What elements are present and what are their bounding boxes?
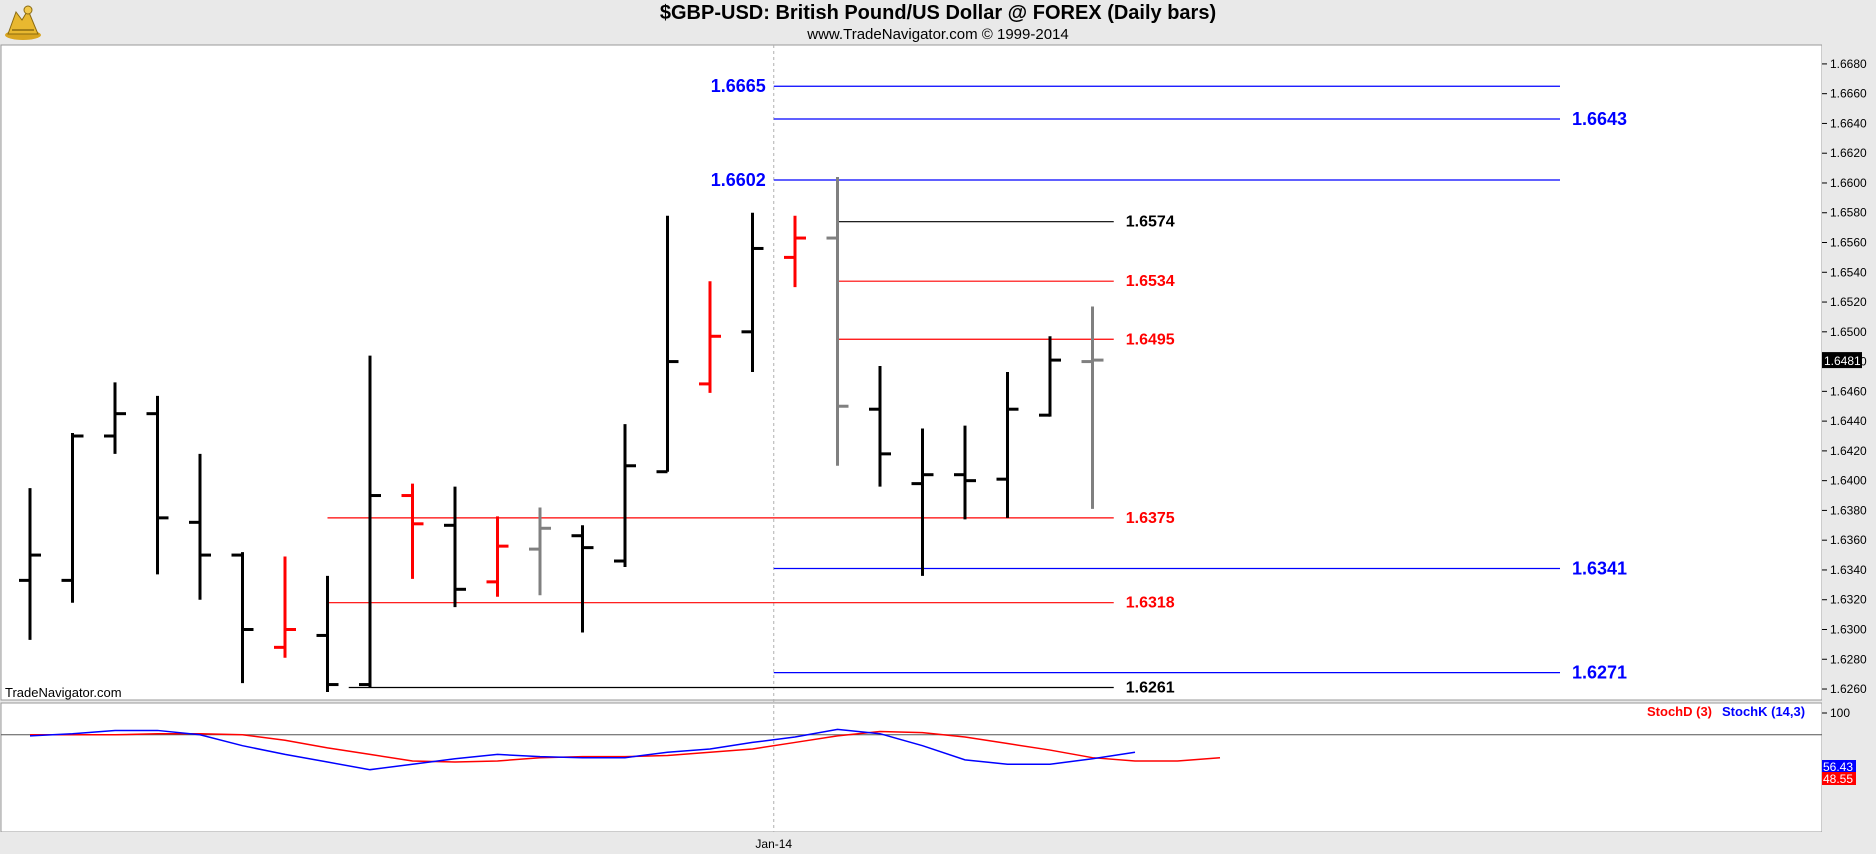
price-tick-label: 1.6420: [1830, 444, 1867, 458]
level-label: 1.6534: [1126, 273, 1175, 290]
ohlc-bar: [444, 486, 466, 608]
y-axis-area: [1822, 44, 1876, 832]
ohlc-bar: [954, 425, 976, 520]
ohlc-bar: [656, 215, 679, 474]
price-tick-label: 1.6680: [1830, 57, 1867, 71]
stoch-panel: [0, 702, 1823, 833]
ohlc-bar: [401, 483, 424, 579]
price-tick-label: 1.6560: [1830, 236, 1867, 250]
stoch-tick-label: 100: [1830, 706, 1850, 720]
ohlc-bar: [614, 424, 636, 567]
ohlc-bar: [1081, 306, 1104, 509]
ohlc-bar: [316, 575, 339, 692]
price-tick-label: 1.6440: [1830, 414, 1867, 428]
stoch-last-value-box: [1822, 760, 1856, 773]
ohlc-bar: [104, 382, 126, 454]
price-tick-label: 1.6320: [1830, 593, 1867, 607]
price-tick-label: 1.6500: [1830, 325, 1867, 339]
price-tick-label: 1.6540: [1830, 265, 1867, 279]
chart-header: $GBP-USD: British Pound/US Dollar @ FORE…: [0, 0, 1876, 44]
last-price-value: 1.6481: [1824, 354, 1861, 368]
ohlc-bar: [146, 395, 169, 575]
stoch-last-value-box: [1822, 772, 1856, 785]
price-tick-label: 1.6360: [1830, 533, 1867, 547]
price-tick-label: 1.6260: [1830, 682, 1867, 696]
ohlc-bar: [19, 488, 41, 640]
stoch-series-line: [30, 730, 1221, 763]
chart-subtitle: www.TradeNavigator.com © 1999-2014: [807, 26, 1069, 43]
ohlc-bar: [741, 212, 764, 372]
ohlc-bar: [529, 507, 551, 596]
price-tick-label: 1.6660: [1830, 87, 1867, 101]
ohlc-bar: [61, 433, 84, 603]
price-tick-label: 1.6340: [1830, 563, 1867, 577]
stoch-last-value: 48.55: [1823, 772, 1853, 786]
stoch-series-line: [29, 728, 1136, 771]
price-tick-label: 1.6640: [1830, 116, 1867, 130]
ohlc-bar: [784, 215, 806, 288]
trade-navigator-logo-icon: [5, 5, 41, 40]
price-panel: [0, 44, 1823, 701]
price-tick-label: 1.6380: [1830, 503, 1867, 517]
price-tick-label: 1.6580: [1830, 206, 1867, 220]
price-tick-label: 1.6620: [1830, 146, 1867, 160]
price-tick-label: 1.6600: [1830, 176, 1867, 190]
ohlc-bar: [1039, 336, 1061, 417]
ohlc-bar: [699, 281, 721, 393]
ohlc-bar: [359, 355, 381, 688]
ohlc-bars: [19, 177, 1104, 692]
last-price-box: [1822, 352, 1862, 369]
ohlc-bar: [274, 556, 296, 658]
price-tick-label: 1.6400: [1830, 474, 1867, 488]
price-tick-label: 1.6280: [1830, 652, 1867, 666]
ohlc-bar: [231, 552, 254, 684]
legend-stochk: StochK (14,3): [1722, 704, 1805, 719]
level-label: 1.6341: [1572, 558, 1627, 578]
ohlc-bar: [826, 177, 849, 466]
legend-stochd: StochD (3): [1647, 704, 1712, 719]
level-label: 1.6665: [711, 76, 766, 96]
level-label: 1.6318: [1126, 595, 1175, 612]
price-axis: 1.6260 1.6280 1.6300 1.6320 1.6340 1.6360 1.63…: [1822, 57, 1867, 696]
x-axis-label: Jan-14: [755, 837, 792, 851]
stoch-last-value: 56.43: [1823, 760, 1853, 774]
level-label: 1.6495: [1126, 331, 1175, 348]
price-tick-label: 1.6520: [1830, 295, 1867, 309]
price-levels: 1.6665 1.6643 1.6602 1.6574 1.6534 1.6495 1.63…: [327, 76, 1627, 697]
level-label: 1.6602: [711, 170, 766, 190]
ohlc-bar: [189, 453, 211, 600]
level-label: 1.6261: [1126, 680, 1175, 697]
ohlc-bar: [486, 516, 509, 597]
chart-title: $GBP-USD: British Pound/US Dollar @ FORE…: [659, 2, 1217, 24]
level-label: 1.6574: [1126, 214, 1175, 231]
level-label: 1.6375: [1126, 510, 1175, 527]
ohlc-bar: [911, 428, 934, 576]
x-axis-area: [0, 832, 1876, 854]
level-label: 1.6271: [1572, 663, 1627, 683]
level-label: 1.6643: [1572, 109, 1627, 129]
price-tick-label: 1.6460: [1830, 384, 1867, 398]
watermark: TradeNavigator.com: [5, 685, 122, 700]
last-price-tag: 1.6481: [1822, 352, 1862, 369]
price-tick-label: 1.6300: [1830, 622, 1867, 636]
ohlc-bar: [571, 525, 594, 633]
ohlc-bar: [996, 372, 1019, 518]
ohlc-bar: [869, 366, 891, 487]
